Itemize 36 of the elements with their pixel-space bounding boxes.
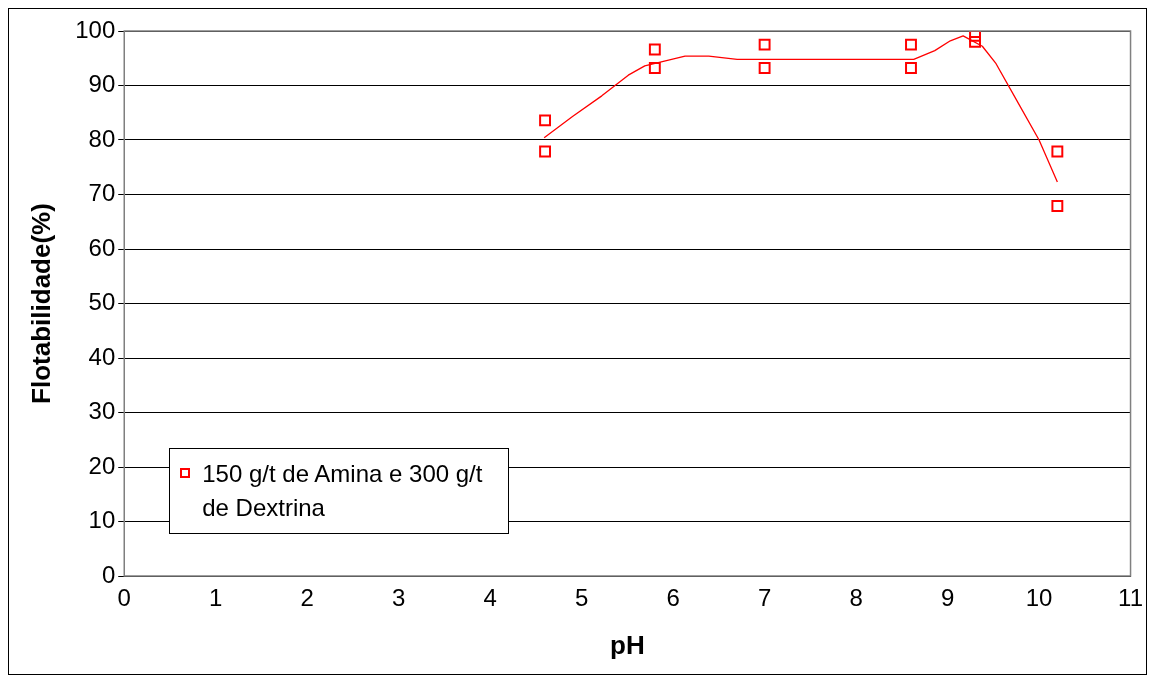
point [969, 35, 981, 48]
x-tick-label: 8 [849, 584, 863, 612]
x-tick-label: 11 [1118, 584, 1143, 612]
y-tick-label: 10 [88, 506, 116, 534]
point [905, 62, 917, 75]
point [539, 114, 552, 127]
point [648, 62, 661, 75]
y-tick-label: 50 [88, 288, 116, 316]
point [539, 145, 552, 158]
x-tick-label: 10 [1025, 584, 1053, 612]
x-tick-label: 5 [574, 584, 589, 612]
y-tick-label: 60 [88, 233, 116, 261]
point [648, 43, 661, 56]
y-tick-label: 80 [88, 124, 116, 152]
point [758, 62, 771, 75]
legend-label: 150 g/t de Amina e 300 g/t de Dextrina [202, 459, 484, 523]
y-tick-label: 0 [101, 560, 116, 588]
x-tick-label: 6 [666, 584, 680, 612]
point [905, 38, 917, 51]
x-tick-label: 1 [209, 584, 223, 612]
y-tick-label: 70 [88, 179, 116, 207]
point [1051, 200, 1064, 212]
x-tick-label: 2 [300, 584, 314, 612]
x-tick-label: 4 [483, 584, 497, 612]
y-tick-label: 40 [88, 342, 116, 370]
point [1051, 145, 1064, 158]
y-tick-label: 30 [88, 397, 116, 425]
y-tick-label: 90 [88, 70, 116, 98]
y-tick-label: 20 [88, 451, 116, 479]
x-tick-label: 9 [940, 584, 955, 612]
x-tick-label: 3 [392, 584, 406, 612]
y-axis-title: Flotabilidade(%) [25, 203, 56, 404]
x-axis-title: pH [610, 629, 645, 660]
point [758, 38, 771, 51]
y-tick-label: 100 [75, 15, 116, 43]
x-tick-label: 7 [757, 584, 772, 612]
